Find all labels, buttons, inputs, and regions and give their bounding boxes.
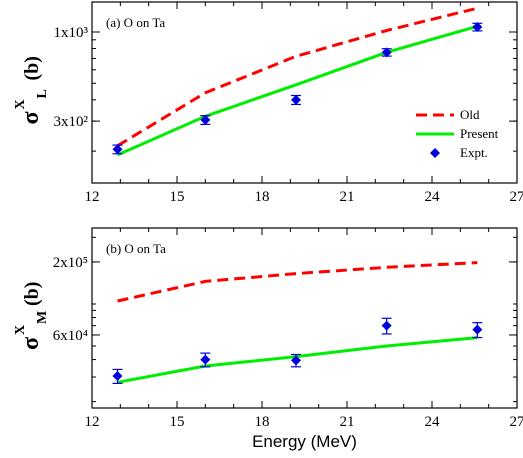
y-label-unit: (b) bbox=[21, 282, 43, 306]
data-point bbox=[472, 324, 483, 335]
x-tick-label: 21 bbox=[340, 189, 355, 205]
y-label-symbol: σ bbox=[18, 337, 44, 350]
y-tick-label: 3x10² bbox=[54, 114, 89, 130]
legend-item: Present bbox=[416, 126, 499, 141]
legend-item: Expt. bbox=[430, 145, 488, 160]
panel-b: 12 15 18 21 24 27 6x10⁴ 2x10⁵ (b) O on Ta σXM (b) E… bbox=[13, 227, 523, 451]
x-tick-label: 15 bbox=[170, 189, 185, 205]
x-tick-label: 24 bbox=[425, 189, 441, 205]
panel-label: (a) O on Ta bbox=[106, 15, 165, 30]
x-tick-label: 18 bbox=[255, 189, 270, 205]
legend-swatch bbox=[430, 148, 440, 158]
x-tick-label: 27 bbox=[510, 414, 523, 430]
y-tick-label: 1x10³ bbox=[54, 25, 89, 41]
data-point bbox=[112, 371, 123, 382]
data-point bbox=[381, 47, 392, 58]
x-tick-label: 27 bbox=[510, 189, 523, 205]
series-old-line bbox=[117, 261, 478, 303]
x-tick-label: 24 bbox=[425, 414, 441, 430]
y-axis-label: σXL (b) bbox=[13, 56, 50, 124]
data-point bbox=[200, 354, 211, 365]
y-label-unit: (b) bbox=[21, 56, 43, 80]
y-label-subscript: L bbox=[35, 89, 50, 98]
legend: Old Present Expt. bbox=[416, 107, 499, 160]
x-tick-label: 18 bbox=[255, 414, 270, 430]
legend-label: Old bbox=[460, 107, 480, 122]
series-expt bbox=[112, 317, 483, 385]
x-tick-label: 12 bbox=[85, 414, 100, 430]
series-present-line bbox=[116, 24, 478, 157]
series-old bbox=[117, 261, 478, 303]
data-point bbox=[291, 355, 301, 366]
x-axis-label: Energy (MeV) bbox=[252, 432, 357, 451]
y-tick-label: 6x10⁴ bbox=[53, 328, 88, 344]
legend-label: Expt. bbox=[460, 145, 488, 160]
data-point bbox=[291, 94, 301, 105]
y-axis-label: σXM (b) bbox=[13, 282, 50, 350]
y-label-subscript: M bbox=[35, 311, 50, 324]
y-label-superscript: X bbox=[13, 99, 28, 109]
series-expt bbox=[112, 22, 483, 155]
legend-label: Present bbox=[460, 126, 499, 141]
x-tick-label: 15 bbox=[170, 414, 185, 430]
series-present bbox=[116, 24, 478, 157]
legend-item: Old bbox=[416, 107, 480, 122]
y-tick-label: 2x10⁵ bbox=[53, 255, 88, 271]
y-label-symbol: σ bbox=[18, 111, 44, 124]
data-point bbox=[112, 144, 123, 155]
x-tick-label: 12 bbox=[85, 189, 100, 205]
plot-frame bbox=[91, 1, 518, 184]
series-old bbox=[116, 6, 478, 148]
panel-a: 12 15 18 21 24 27 3x10² 1x10³ (a) O on Ta σXL (b) O… bbox=[13, 1, 523, 205]
panel-label: (b) O on Ta bbox=[106, 241, 166, 256]
data-point bbox=[200, 114, 211, 125]
y-label-superscript: X bbox=[13, 325, 28, 335]
x-tick-label: 21 bbox=[340, 414, 355, 430]
series-old-line bbox=[116, 6, 478, 148]
data-point bbox=[472, 22, 483, 33]
data-point bbox=[381, 320, 392, 331]
